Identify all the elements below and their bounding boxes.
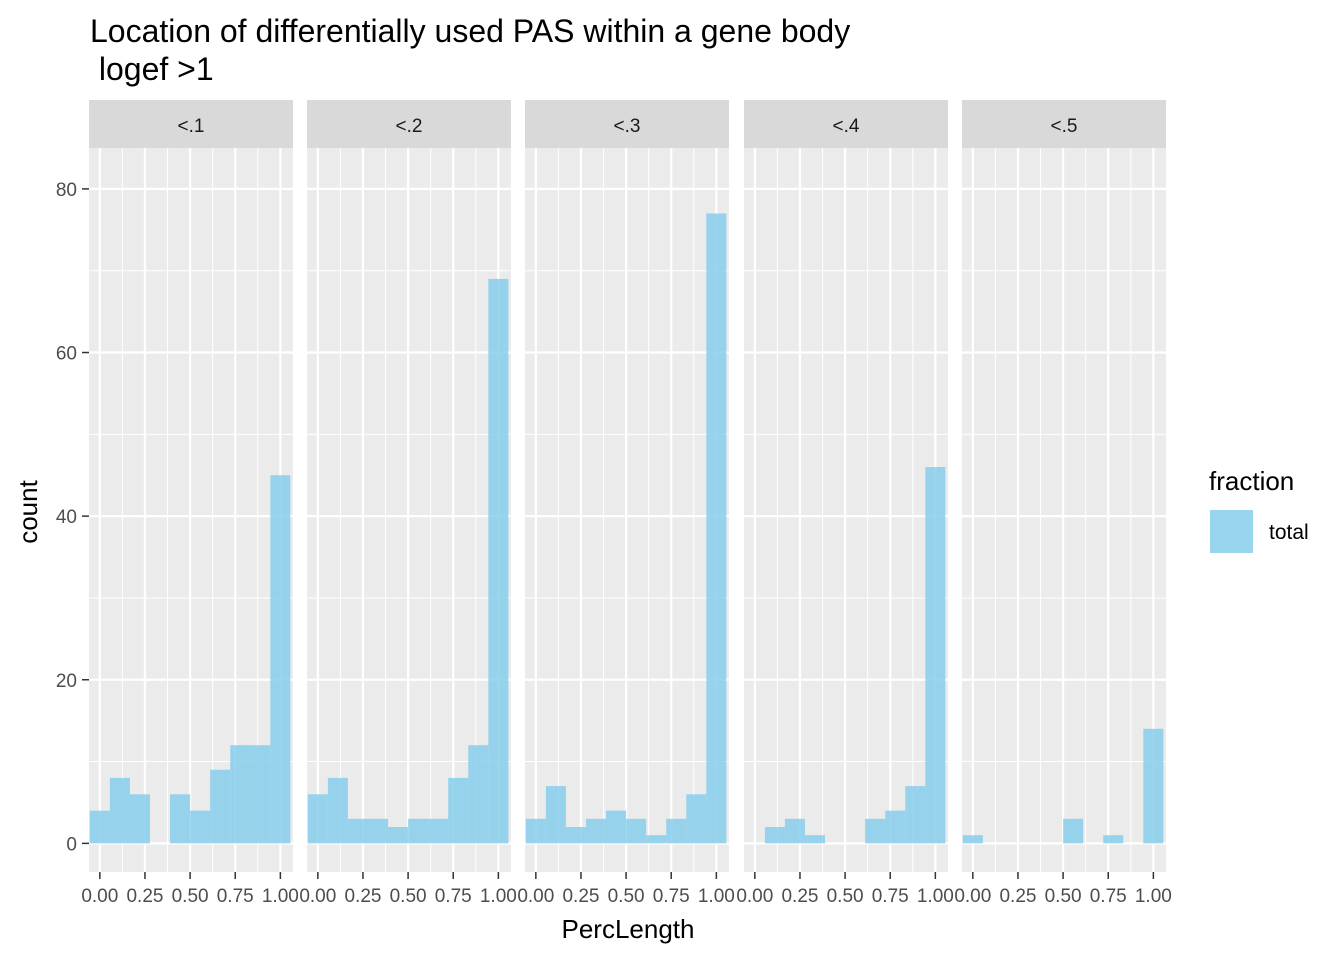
facet-panel-2: <.2 0.00 0.25 0.50 0.75 1.00 bbox=[299, 100, 517, 907]
histogram-bar bbox=[764, 827, 785, 844]
histogram-bar bbox=[905, 786, 926, 844]
x-tick-label: 0.50 bbox=[172, 886, 209, 907]
facet-strip bbox=[525, 100, 729, 148]
legend-label-total: total bbox=[1269, 521, 1309, 544]
x-tick-label: 0.75 bbox=[653, 886, 690, 907]
x-tick-label: 0.75 bbox=[435, 886, 472, 907]
histogram-bar bbox=[606, 810, 627, 844]
histogram-bar bbox=[190, 810, 211, 844]
x-tick-label: 0.75 bbox=[217, 886, 254, 907]
y-tick-label: 60 bbox=[56, 344, 77, 365]
facet-strip-label: <.5 bbox=[1051, 116, 1078, 137]
y-axis: 0 20 40 60 80 bbox=[56, 180, 89, 855]
y-tick-label: 0 bbox=[66, 834, 77, 855]
histogram-bar bbox=[865, 818, 886, 844]
histogram-bar bbox=[468, 745, 489, 844]
histogram-bar bbox=[525, 818, 546, 844]
histogram-bar bbox=[347, 818, 368, 844]
histogram-bar bbox=[388, 827, 409, 844]
facet-panel-4: <.4 0.00 0.25 0.50 0.75 1.00 bbox=[736, 100, 954, 907]
chart-title-line2: logef >1 bbox=[90, 51, 214, 87]
facet-strip-label: <.1 bbox=[178, 116, 205, 137]
facet-strip-label: <.3 bbox=[614, 116, 641, 137]
x-tick-label: 0.00 bbox=[299, 886, 336, 907]
histogram-bar bbox=[448, 777, 469, 844]
histogram-bar bbox=[170, 794, 191, 844]
histogram-bar bbox=[250, 745, 271, 844]
x-axis-title: PercLength bbox=[562, 914, 695, 944]
facet-strip bbox=[89, 100, 293, 148]
histogram-bar bbox=[270, 475, 291, 844]
x-tick-label: 1.00 bbox=[1135, 886, 1172, 907]
x-tick-label: 0.25 bbox=[344, 886, 381, 907]
histogram-bar bbox=[666, 818, 687, 844]
y-tick-label: 20 bbox=[56, 671, 77, 692]
x-tick-label: 0.25 bbox=[781, 886, 818, 907]
facet-strip bbox=[307, 100, 511, 148]
histogram-bar bbox=[327, 777, 348, 844]
x-tick-label: 0.50 bbox=[608, 886, 645, 907]
x-tick-label: 0.75 bbox=[872, 886, 909, 907]
facet-strip bbox=[962, 100, 1166, 148]
histogram-bar bbox=[545, 786, 566, 844]
facet-panels: <.1 0.00 0.25 0.50 0.75 1.00 <.2 0.00 0.25 0.50 0.… bbox=[81, 100, 1172, 907]
histogram-bar bbox=[230, 745, 251, 844]
histogram-bar bbox=[925, 467, 946, 844]
x-tick-label: 0.25 bbox=[126, 886, 163, 907]
y-tick-label: 80 bbox=[56, 180, 77, 201]
x-tick-label: 1.00 bbox=[698, 886, 735, 907]
facet-panel-3: <.3 0.00 0.25 0.50 0.75 1.00 bbox=[517, 100, 735, 907]
x-tick-label: 1.00 bbox=[917, 886, 954, 907]
facet-panel-1: <.1 0.00 0.25 0.50 0.75 1.00 bbox=[81, 100, 299, 907]
histogram-bar bbox=[367, 818, 389, 844]
legend: fraction total bbox=[1209, 466, 1309, 553]
histogram-bar bbox=[488, 278, 509, 844]
facet-strip-label: <.2 bbox=[396, 116, 423, 137]
x-tick-label: 0.50 bbox=[827, 886, 864, 907]
legend-key-swatch bbox=[1210, 510, 1253, 553]
histogram-bar bbox=[585, 818, 607, 844]
histogram-bar bbox=[706, 213, 727, 844]
x-tick-label: 0.00 bbox=[736, 886, 773, 907]
histogram-bar bbox=[1143, 728, 1164, 844]
histogram-bar bbox=[885, 810, 906, 844]
histogram-bar bbox=[129, 794, 150, 844]
histogram-bar bbox=[210, 769, 231, 844]
x-tick-label: 0.00 bbox=[517, 886, 554, 907]
histogram-bar bbox=[1063, 818, 1084, 844]
histogram-bar bbox=[109, 777, 130, 844]
chart-title-line1: Location of differentially used PAS with… bbox=[90, 13, 850, 49]
x-tick-label: 0.75 bbox=[1090, 886, 1127, 907]
y-tick-label: 40 bbox=[56, 507, 77, 528]
x-tick-label: 0.00 bbox=[81, 886, 118, 907]
x-tick-label: 0.00 bbox=[954, 886, 991, 907]
facet-panel-5: <.5 0.00 0.25 0.50 0.75 1.00 bbox=[954, 100, 1172, 907]
x-tick-label: 0.25 bbox=[999, 886, 1036, 907]
y-axis-title: count bbox=[13, 479, 43, 543]
legend-title: fraction bbox=[1209, 466, 1294, 496]
x-tick-label: 0.25 bbox=[562, 886, 599, 907]
x-tick-label: 0.50 bbox=[1045, 886, 1082, 907]
histogram-bar bbox=[686, 794, 707, 844]
x-tick-label: 0.50 bbox=[390, 886, 427, 907]
histogram-bar bbox=[1103, 835, 1124, 844]
histogram-bar bbox=[565, 827, 586, 844]
facet-strip-label: <.4 bbox=[833, 116, 860, 137]
histogram-bar bbox=[784, 818, 805, 844]
facet-strip bbox=[744, 100, 948, 148]
histogram-bar bbox=[646, 835, 667, 844]
x-tick-label: 1.00 bbox=[262, 886, 299, 907]
histogram-bar bbox=[428, 818, 449, 844]
histogram-bar bbox=[307, 794, 328, 844]
histogram-bar bbox=[962, 835, 983, 844]
histogram-bar bbox=[804, 835, 826, 844]
histogram-bar bbox=[89, 810, 110, 844]
histogram-bar bbox=[408, 818, 429, 844]
x-tick-label: 1.00 bbox=[480, 886, 517, 907]
histogram-bar bbox=[626, 818, 647, 844]
